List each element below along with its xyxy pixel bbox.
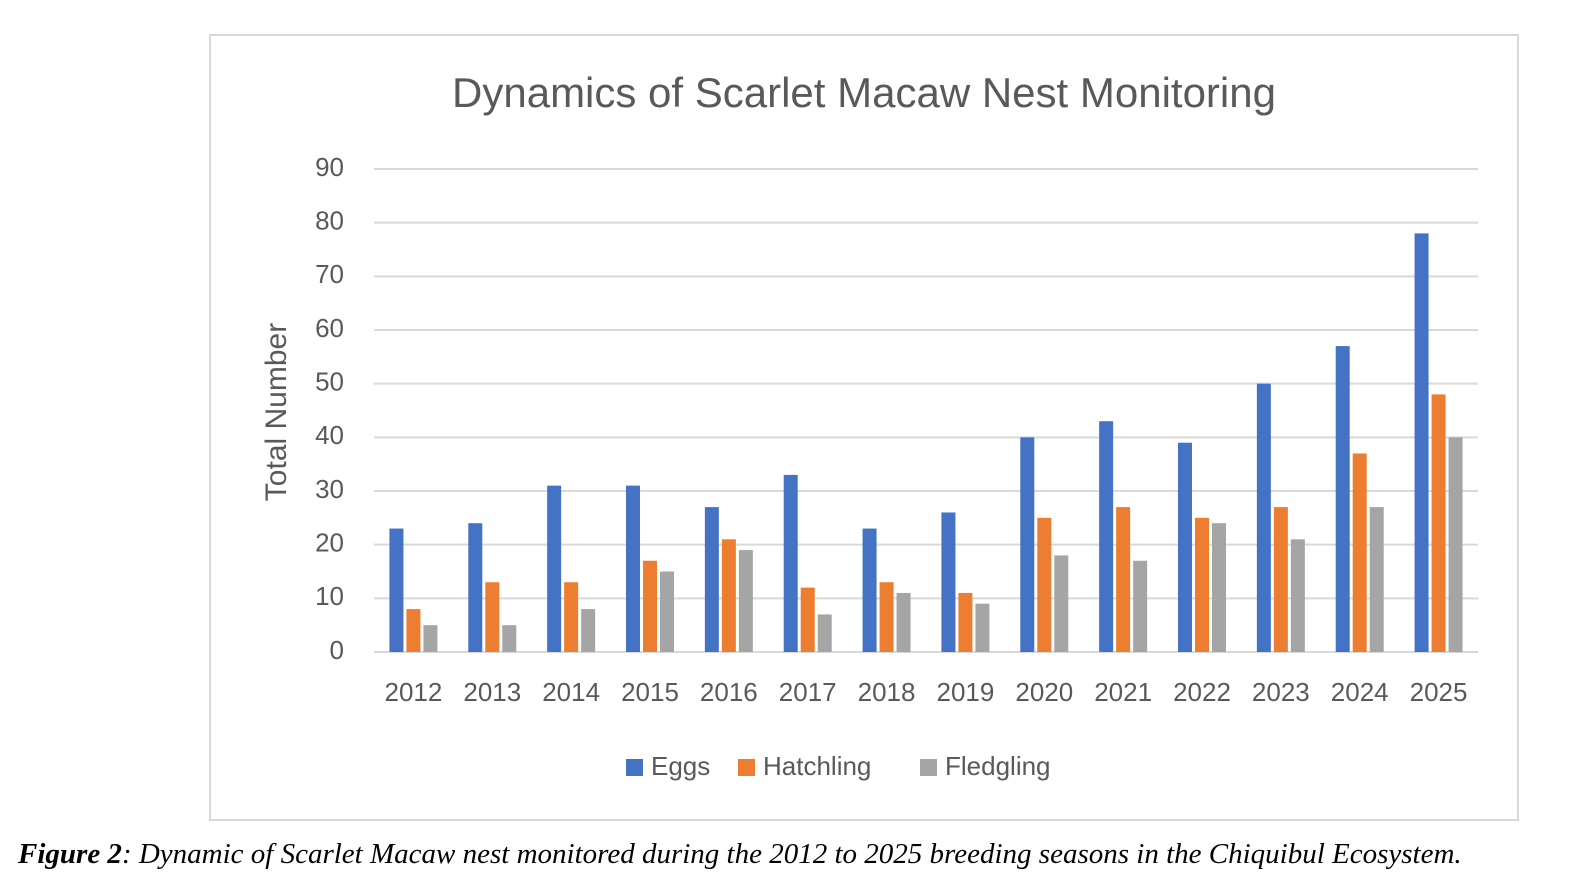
bar [1116,507,1131,652]
bar [1020,437,1035,652]
caption-text: : Dynamic of Scarlet Macaw nest monitore… [121,838,1462,870]
legend-swatch [738,759,755,776]
x-tick-label: 2016 [700,677,758,707]
bar [1273,507,1288,652]
x-tick-label: 2015 [621,677,679,707]
bar [468,523,483,652]
bar [721,539,736,652]
caption: Figure 2: Dynamic of Scarlet Macaw nest … [18,838,1462,871]
legend-swatch [920,759,937,776]
y-axis-title: Total Number [260,323,293,501]
bar [485,582,500,652]
bar [502,625,517,652]
bar [626,485,640,652]
y-tick-label: 70 [315,259,344,289]
bar [704,507,719,652]
chart: Dynamics of Scarlet Macaw Nest Monitorin… [209,34,1519,821]
y-tick-label: 0 [330,635,344,665]
bar [738,550,753,652]
bar [941,512,956,652]
bar [1448,437,1463,652]
x-tick-label: 2021 [1094,677,1152,707]
bar [1431,394,1446,652]
bar [660,571,674,652]
bar [1369,507,1384,652]
bar [1414,233,1429,652]
bar [817,614,832,652]
bar [1195,517,1209,652]
chart-title: Dynamics of Scarlet Macaw Nest Monitorin… [452,69,1276,116]
legend-label: Eggs [651,751,710,781]
y-tick-label: 50 [315,367,344,397]
bar [406,609,421,652]
y-tick-label: 60 [315,313,344,343]
bar [1335,346,1350,652]
x-tick-label: 2022 [1173,677,1231,707]
y-tick-label: 40 [315,420,344,450]
x-tick-label: 2012 [385,677,443,707]
bar [1352,453,1367,652]
legend-label: Hatchling [763,751,871,781]
legend-label: Fledgling [945,751,1051,781]
bar [783,474,798,652]
y-tick-label: 90 [315,152,344,182]
x-tick-label: 2017 [779,677,837,707]
y-tick-label: 80 [315,206,344,236]
bar [1290,539,1305,652]
bar [1099,421,1114,652]
caption-label: Figure 2 [18,838,122,870]
bar [547,485,562,652]
bar [1133,560,1148,652]
bar [975,603,990,652]
y-tick-label: 20 [315,528,344,558]
x-tick-label: 2024 [1331,677,1389,707]
bar [423,625,438,652]
bar [896,592,911,652]
bar [958,592,973,652]
bar [564,582,579,652]
x-tick-label: 2019 [937,677,995,707]
bar [1212,523,1226,652]
x-tick-label: 2025 [1410,677,1468,707]
bar [389,528,404,652]
x-tick-label: 2013 [463,677,521,707]
bar [1054,555,1069,652]
legend-swatch [626,759,643,776]
chart-frame [209,34,1519,821]
bar [1256,383,1271,652]
x-tick-label: 2014 [542,677,600,707]
x-tick-label: 2018 [858,677,916,707]
bar [879,582,894,652]
x-tick-label: 2020 [1015,677,1073,707]
bar [862,528,877,652]
bar [800,587,815,652]
bar [1178,442,1192,652]
y-tick-label: 30 [315,474,344,504]
bar [643,560,657,652]
y-tick-label: 10 [315,581,344,611]
bar [1037,517,1052,652]
bar [581,609,596,652]
x-tick-label: 2023 [1252,677,1310,707]
